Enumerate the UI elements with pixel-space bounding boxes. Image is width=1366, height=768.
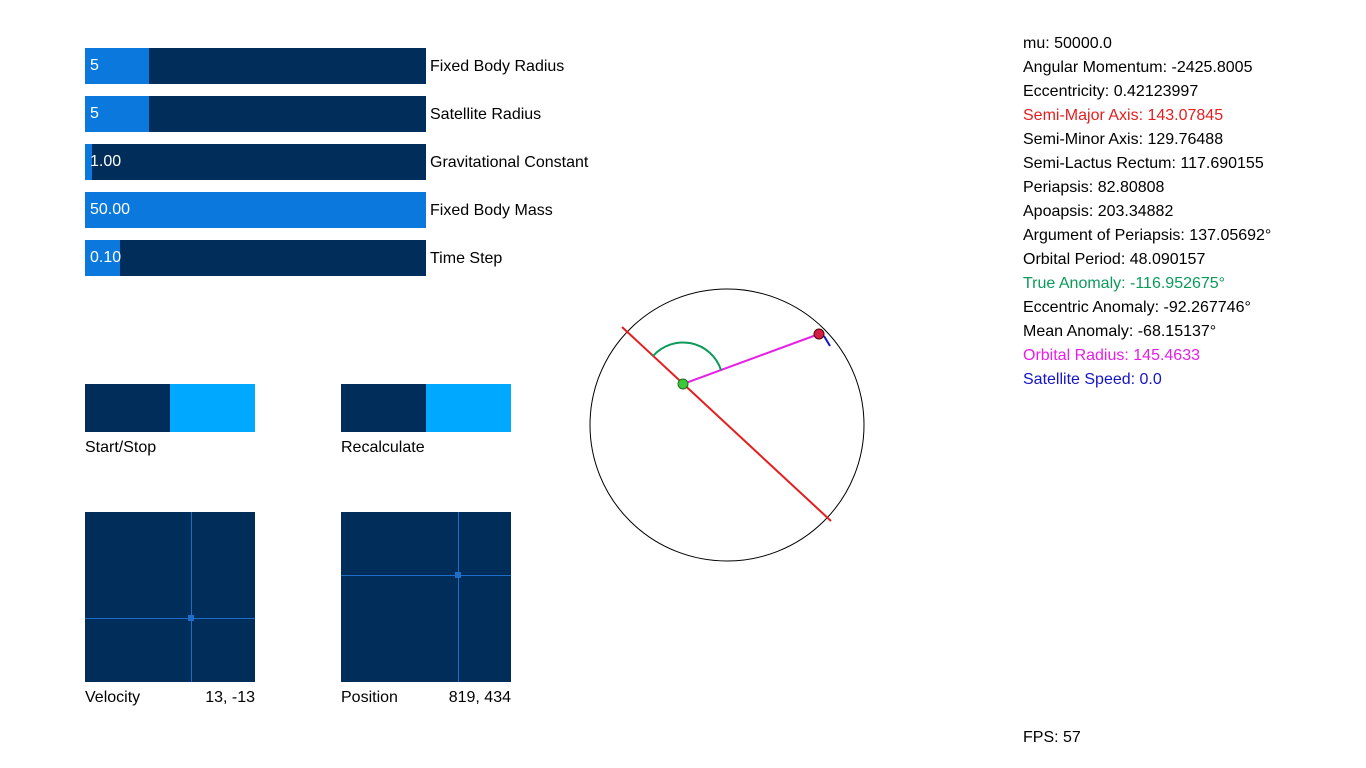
velocity-value: 13, -13 [205, 689, 255, 706]
position-label: Position [341, 689, 398, 706]
true-anomaly-arc [652, 341, 722, 371]
slider-value: 0.10 [90, 249, 122, 266]
recalculate-button[interactable] [341, 384, 511, 432]
true-anomaly-text: True Anomaly: -116.952675° [1023, 275, 1226, 292]
pad-crosshair-vertical [458, 512, 459, 682]
eccentricity-text: Eccentricity: 0.42123997 [1023, 83, 1199, 100]
fixed-body-mass-slider[interactable]: 50.00 [85, 192, 426, 228]
eccentric-anomaly-text: Eccentric Anomaly: -92.267746° [1023, 299, 1251, 316]
slider-value: 5 [90, 105, 99, 122]
fixed-body [677, 378, 689, 390]
mu-text: mu: 50000.0 [1023, 35, 1112, 52]
semi-minor-axis-text: Semi-Minor Axis: 129.76488 [1023, 131, 1224, 148]
orbit-canvas [589, 288, 865, 562]
slider-fill [85, 96, 149, 132]
fps-counter: FPS: 57 [1023, 729, 1081, 746]
button-highlight [170, 384, 255, 432]
start-stop-button[interactable] [85, 384, 255, 432]
pad-crosshair-horizontal [85, 618, 255, 619]
orbital-radius-line [682, 333, 820, 385]
time-step-slider[interactable]: 0.10 [85, 240, 426, 276]
satellite-speed-text: Satellite Speed: 0.0 [1023, 371, 1162, 388]
button-highlight [426, 384, 511, 432]
major-axis-line [621, 326, 832, 522]
fixed-body-radius-label: Fixed Body Radius [430, 58, 565, 75]
slider-value: 1.00 [90, 153, 122, 170]
velocity-pad[interactable] [85, 512, 255, 682]
fixed-body-mass-label: Fixed Body Mass [430, 202, 553, 219]
velocity-label: Velocity [85, 689, 141, 706]
position-pad[interactable] [341, 512, 511, 682]
position-value: 819, 434 [448, 689, 511, 706]
orbital-info-panel: mu: 50000.0 Angular Momentum: -2425.8005… [1023, 32, 1271, 392]
semi-major-axis-text: Semi-Major Axis: 143.07845 [1023, 107, 1224, 124]
satellite[interactable] [813, 328, 825, 340]
argument-of-periapsis-text: Argument of Periapsis: 137.05692° [1023, 227, 1272, 244]
fixed-body-radius-slider[interactable]: 5 [85, 48, 426, 84]
start-stop-label: Start/Stop [85, 439, 157, 456]
time-step-label: Time Step [430, 250, 503, 267]
gravitational-constant-label: Gravitational Constant [430, 154, 589, 171]
orbital-radius-text: Orbital Radius: 145.4633 [1023, 347, 1200, 364]
orbit-ellipse [589, 288, 865, 562]
semi-latus-rectum-text: Semi-Lactus Rectum: 117.690155 [1023, 155, 1264, 172]
slider-fill [85, 48, 149, 84]
pad-crosshair-horizontal [341, 575, 511, 576]
satellite-radius-slider[interactable]: 5 [85, 96, 426, 132]
apoapsis-text: Apoapsis: 203.34882 [1023, 203, 1174, 220]
satellite-radius-label: Satellite Radius [430, 106, 542, 123]
slider-fill [85, 144, 92, 180]
gravitational-constant-slider[interactable]: 1.00 [85, 144, 426, 180]
pad-crosshair-vertical [191, 512, 192, 682]
slider-value: 50.00 [90, 201, 131, 218]
orbital-period-text: Orbital Period: 48.090157 [1023, 251, 1206, 268]
periapsis-text: Periapsis: 82.80808 [1023, 179, 1165, 196]
pad-handle[interactable] [455, 572, 461, 578]
slider-value: 5 [90, 57, 99, 74]
recalculate-label: Recalculate [341, 439, 425, 456]
mean-anomaly-text: Mean Anomaly: -68.15137° [1023, 323, 1217, 340]
slider-fill [85, 192, 426, 228]
slider-fill [85, 240, 120, 276]
pad-handle[interactable] [188, 615, 194, 621]
angular-momentum-text: Angular Momentum: -2425.8005 [1023, 59, 1253, 76]
velocity-vector [823, 335, 831, 347]
